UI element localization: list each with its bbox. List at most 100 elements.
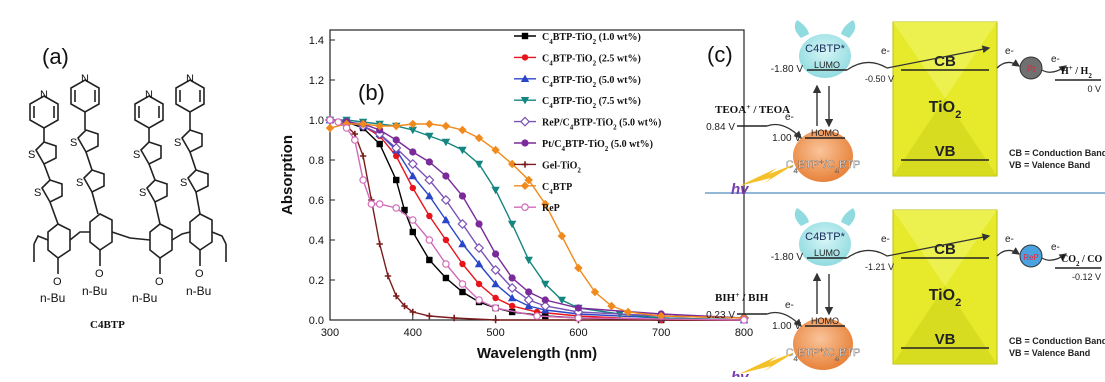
- chart-legend: C4BTP-TiO2 (1.0 wt%)C4BTP-TiO2 (2.5 wt%)…: [514, 32, 661, 214]
- legend-item-7: Gel-TiO2: [514, 160, 581, 174]
- dye-ground-label-sub: 4: [835, 354, 840, 363]
- series-point-1: [508, 308, 516, 316]
- legend-label-sub: 2: [593, 102, 597, 110]
- legend-label-part: (5.0 wt%): [608, 139, 653, 150]
- legend-label-sub: 4: [561, 145, 565, 153]
- legend-label-part: BTP-TiO: [553, 75, 593, 86]
- series-point-7: [359, 152, 367, 160]
- donor-couple-label-part: / TEOA: [751, 104, 791, 116]
- product-potential: 0 V: [1087, 84, 1101, 94]
- tio2-label-part: TiO: [929, 99, 955, 116]
- series-point-9: [334, 118, 343, 126]
- plot-frame: [329, 29, 745, 321]
- dye-ground-blob: [793, 318, 853, 370]
- cb-potential: -0.50 V: [865, 74, 894, 84]
- series-point-6: [508, 274, 516, 282]
- x-tick-label: 800: [735, 327, 753, 339]
- series-point-8: [358, 119, 368, 129]
- legend-marker: [521, 32, 529, 40]
- legend-vb: VB = Valence Band: [1009, 348, 1090, 358]
- y-axis-label: Absorption: [279, 135, 296, 215]
- atom-o-1: O: [53, 276, 62, 288]
- y-tick-label: 1.0: [309, 115, 324, 127]
- dye-ground-label: C4BTP+/C4BTP: [786, 345, 861, 363]
- atom-n-3: N: [145, 89, 153, 101]
- series-point-3: [458, 239, 467, 248]
- series-point-5: [407, 158, 418, 170]
- legend-item-8: C4BTP: [514, 181, 572, 196]
- series-point-6: [392, 136, 400, 144]
- thiophene-inner-1: [41, 179, 63, 204]
- tio2-label-part: TiO: [929, 287, 955, 304]
- legend-label-sub: 4: [549, 188, 553, 196]
- series-point-6: [541, 296, 549, 304]
- legend-marker: [521, 203, 529, 212]
- tio2-label: TiO2: [929, 99, 962, 121]
- series-point-4: [425, 132, 434, 141]
- dye-excited-lobe: [841, 208, 856, 226]
- thiophene-outer-2: [77, 129, 99, 154]
- atom-n-1: N: [40, 89, 48, 101]
- product-couple-label-sub: 2: [1088, 72, 1092, 80]
- lumo-label: LUMO: [814, 60, 840, 70]
- legend-label-part: BTP: [553, 182, 572, 193]
- catalyst-label: ReP: [1023, 253, 1039, 262]
- series-point-6: [475, 220, 483, 228]
- legend-item-1: C4BTP-TiO2 (1.0 wt%): [514, 32, 641, 46]
- series-point-1: [426, 256, 433, 264]
- tio2-facet: [893, 286, 997, 364]
- y-tick-label: 0.6: [309, 195, 324, 207]
- donor-couple-label-part: BIH: [715, 292, 736, 304]
- series-point-5: [374, 128, 385, 140]
- series-point-6: [574, 304, 582, 312]
- panel-c-letter: (c): [707, 42, 733, 67]
- series-point-2: [459, 260, 466, 268]
- series-point-3: [524, 301, 533, 310]
- dye-ground-label-part: C: [786, 347, 794, 359]
- donor-couple-label: TEOA+ / TEOA: [715, 102, 790, 117]
- legend-marker: [520, 181, 530, 190]
- legend-label-part: (1.0 wt%): [596, 32, 641, 43]
- legend-label-part: ReP/C: [542, 118, 570, 129]
- calixarene-ring-4: [189, 213, 213, 251]
- product-couple-label-part: / H: [1073, 66, 1089, 77]
- series-point-7: [376, 240, 383, 248]
- legend-label-part: ReP: [542, 203, 560, 214]
- injection-arrow: [846, 45, 991, 71]
- series-point-6: [492, 250, 500, 258]
- series-point-2: [442, 236, 450, 244]
- legend-label-part: C: [542, 53, 549, 64]
- series-point-3: [507, 293, 517, 302]
- series-point-6: [425, 158, 433, 166]
- legend-item-2: C4BTP-TiO2 (2.5 wt%): [514, 53, 641, 67]
- absorption-chart: 300 400 500 600 700 800 0.0 0.2 0.4 0.6 0.8 1.0 1.2 1…: [279, 29, 753, 362]
- pyridine-ring-4: [175, 79, 205, 113]
- dye-ground-label: C4BTP+/C4BTP: [786, 157, 861, 175]
- series-point-4: [441, 138, 451, 147]
- legend-item-5: ReP/C4BTP-TiO2 (5.0 wt%): [514, 116, 662, 132]
- legend-label-part: C: [542, 32, 549, 43]
- series-point-4: [541, 280, 550, 289]
- series-point-7: [426, 312, 433, 320]
- donor-couple-label-sup: +: [735, 290, 739, 299]
- calixarene-ring-3: [149, 223, 173, 259]
- legend-label-part: Pt/C: [542, 139, 561, 150]
- product-couple-label-sup: +: [1069, 64, 1073, 72]
- legend-label: ReP: [542, 203, 560, 214]
- series-point-6: [409, 148, 417, 156]
- series-point-5: [490, 264, 501, 276]
- series-point-9: [359, 176, 367, 184]
- legend-label-part: (5.0 wt%): [617, 118, 662, 129]
- series-point-7: [492, 316, 499, 324]
- donor-couple-label-sup: +: [746, 102, 750, 111]
- atom-s-3: S: [133, 149, 140, 161]
- donor-potential: 0.84 V: [706, 122, 735, 133]
- reduction-arrow: [1041, 65, 1068, 73]
- legend-label: Pt/C4BTP-TiO2 (5.0 wt%): [542, 139, 653, 153]
- series-point-9: [533, 312, 541, 320]
- legend-cb: CB = Conduction Band: [1009, 336, 1105, 346]
- legend-label: C4BTP-TiO2 (1.0 wt%): [542, 32, 641, 46]
- legend-vb: VB = Valence Band: [1009, 160, 1090, 170]
